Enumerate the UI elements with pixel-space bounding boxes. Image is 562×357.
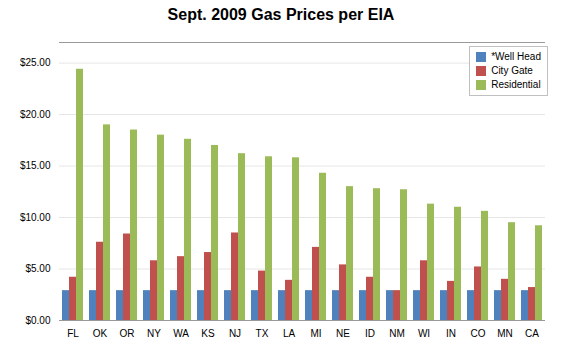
svg-text:IN: IN <box>446 328 456 339</box>
svg-text:MN: MN <box>497 328 513 339</box>
html-text:Residential: Residential <box>491 79 541 90</box>
svg-text:NJ: NJ <box>229 328 241 339</box>
html-text:City Gate: City Gate <box>491 65 533 76</box>
svg-text:CA: CA <box>525 328 539 339</box>
svg-text:WA: WA <box>173 328 189 339</box>
svg-text:MI: MI <box>310 328 321 339</box>
svg-text:$15.00: $15.00 <box>20 160 51 171</box>
svg-text:OK: OK <box>93 328 108 339</box>
svg-text:$20.00: $20.00 <box>20 109 51 120</box>
html-text:*Well Head: *Well Head <box>491 51 541 62</box>
svg-text:$25.00: $25.00 <box>20 57 51 68</box>
svg-text:TX: TX <box>256 328 269 339</box>
svg-text:FL: FL <box>67 328 79 339</box>
svg-text:NE: NE <box>336 328 350 339</box>
svg-text:$10.00: $10.00 <box>20 212 51 223</box>
svg-text:NY: NY <box>147 328 161 339</box>
svg-text:$5.00: $5.00 <box>25 263 50 274</box>
svg-text:LA: LA <box>283 328 296 339</box>
svg-text:CO: CO <box>471 328 486 339</box>
html-text:Sept. 2009 Gas Prices per EIA: Sept. 2009 Gas Prices per EIA <box>167 6 395 23</box>
svg-text:KS: KS <box>201 328 215 339</box>
svg-text:WI: WI <box>418 328 430 339</box>
svg-text:ID: ID <box>365 328 375 339</box>
svg-text:NM: NM <box>389 328 405 339</box>
svg-text:$0.00: $0.00 <box>25 315 50 326</box>
svg-text:OR: OR <box>120 328 135 339</box>
